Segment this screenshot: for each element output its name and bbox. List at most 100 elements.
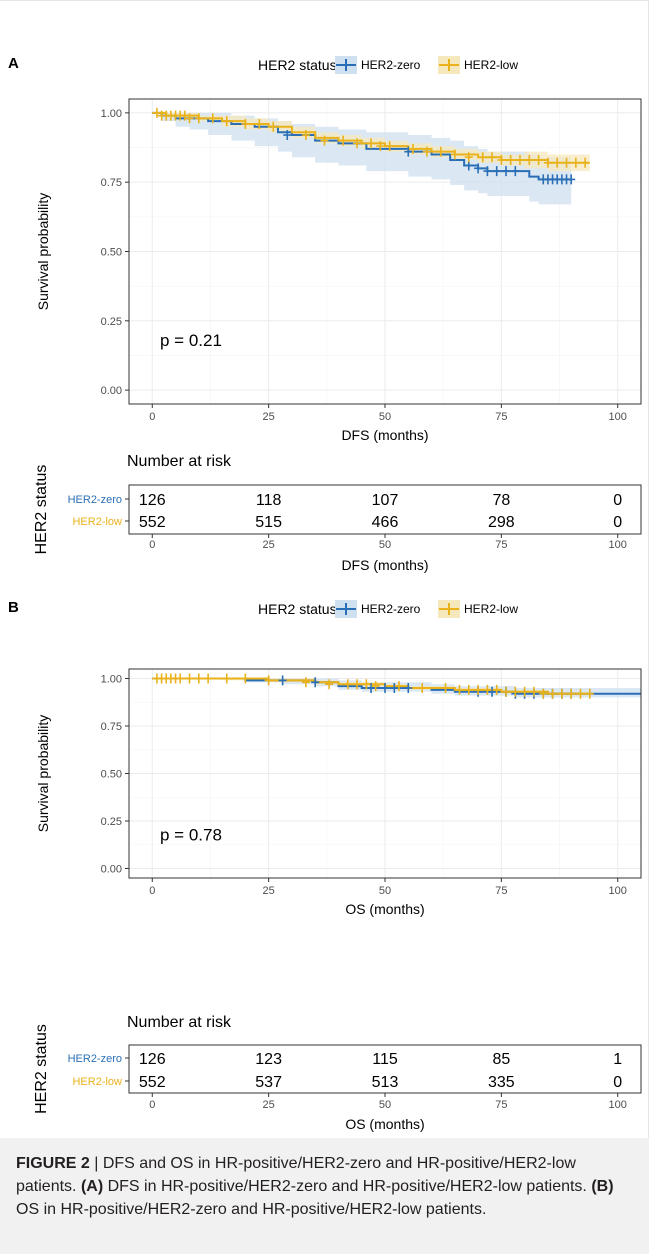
y-axis-title: Survival probability <box>35 715 51 833</box>
risk-count: 85 <box>492 1051 510 1068</box>
risk-count: 513 <box>372 1074 399 1091</box>
risk-x-tick-label: 75 <box>495 539 507 551</box>
censor-mark <box>194 673 203 684</box>
censor-mark <box>176 673 185 684</box>
risk-x-tick-label: 0 <box>149 1099 155 1111</box>
censor-mark <box>567 688 576 699</box>
risk-count: 0 <box>613 514 622 531</box>
risk-x-tick-label: 25 <box>263 539 275 551</box>
caption-figure-label: FIGURE 2 <box>16 1155 90 1172</box>
censor-mark <box>436 146 445 157</box>
risk-count: 515 <box>255 514 282 531</box>
censor-mark <box>390 683 399 693</box>
censor-mark <box>450 149 459 160</box>
censor-mark <box>515 155 524 165</box>
censor-mark <box>320 135 329 146</box>
y-tick-label: 0.00 <box>101 864 122 876</box>
plot-content <box>152 107 590 205</box>
censor-mark <box>557 688 566 699</box>
x-axis-title: OS (months) <box>345 901 424 917</box>
risk-count: 466 <box>372 514 399 531</box>
caption-box <box>0 1138 649 1254</box>
risk-x-tick-label: 50 <box>379 1099 391 1111</box>
caption-lead: DFS and OS in HR-positive/HER2-zero and … <box>16 1155 576 1195</box>
y-tick-label: 0.25 <box>101 816 122 828</box>
censor-mark <box>483 684 492 695</box>
censor-mark <box>418 683 427 693</box>
risk-count: 552 <box>139 1074 166 1091</box>
x-tick-label: 50 <box>379 885 391 897</box>
censor-mark <box>525 155 534 165</box>
censor-mark <box>152 107 161 118</box>
risk-x-tick-label: 100 <box>609 539 627 551</box>
censor-mark <box>278 675 287 686</box>
censor-mark <box>353 138 362 149</box>
caption-a-label: (A) <box>80 1178 104 1195</box>
legend-label-her2-low: HER2-low <box>464 58 518 72</box>
top-rule <box>0 0 649 1</box>
risk-count: 115 <box>372 1051 398 1068</box>
risk-count: 1 <box>613 1051 622 1068</box>
censor-mark <box>180 110 189 121</box>
censor-mark <box>492 166 501 177</box>
censor-mark <box>264 675 273 686</box>
censor-mark <box>362 679 371 690</box>
risk-count: 298 <box>488 514 515 531</box>
censor-mark <box>488 152 497 163</box>
caption-a-text: DFS in HR-positive/HER2-zero and HR-posi… <box>103 1178 592 1195</box>
censor-mark <box>455 684 464 695</box>
risk-row-label-her2-low: HER2-low <box>72 1076 122 1088</box>
risk-count: 107 <box>372 492 399 509</box>
censor-mark <box>497 155 506 165</box>
censor-mark <box>571 157 580 168</box>
censor-mark <box>222 673 231 684</box>
x-tick-label: 100 <box>609 411 627 423</box>
risk-x-tick-label: 0 <box>149 539 155 551</box>
legend-title: HER2 status <box>258 57 337 73</box>
censor-mark <box>241 118 250 129</box>
censor-mark <box>325 679 334 690</box>
censor-mark <box>483 166 492 177</box>
risk-count: 126 <box>139 492 166 509</box>
risk-count: 335 <box>488 1074 515 1091</box>
p-value-label: p = 0.21 <box>160 331 222 350</box>
figure-canvas: A HER2 status HER2-zero HER2-low 0.00 0.25 0.5… <box>8 55 642 1132</box>
censor-mark <box>241 673 250 684</box>
x-tick-label: 75 <box>495 411 507 423</box>
censor-mark <box>311 677 320 688</box>
legend-label-her2-zero: HER2-zero <box>361 58 421 72</box>
y-tick-label: 0.75 <box>101 177 122 189</box>
caption-separator: | <box>89 1155 103 1172</box>
x-tick-label: 25 <box>263 411 275 423</box>
censor-mark <box>301 130 310 141</box>
panel-label: B <box>8 599 19 616</box>
risk-x-tick-label: 100 <box>609 1099 627 1111</box>
censor-mark <box>204 673 213 684</box>
x-tick-label: 0 <box>149 885 155 897</box>
censor-mark <box>404 683 413 693</box>
legend-label-her2-zero: HER2-zero <box>361 602 421 616</box>
risk-count: 552 <box>139 514 166 531</box>
censor-mark <box>255 118 264 129</box>
censor-mark <box>553 157 562 168</box>
risk-table-title: Number at risk <box>127 1014 232 1031</box>
x-tick-label: 100 <box>609 885 627 897</box>
censor-mark <box>185 113 194 124</box>
caption-b-label: (B) <box>591 1178 614 1195</box>
censor-mark <box>529 686 538 697</box>
censor-mark <box>488 686 497 697</box>
legend-label-her2-low: HER2-low <box>464 602 518 616</box>
ci-band-her2-zero <box>152 112 572 205</box>
y-tick-label: 0.75 <box>101 721 122 733</box>
censor-mark <box>567 174 576 185</box>
censor-mark <box>506 155 515 165</box>
x-tick-label: 25 <box>263 885 275 897</box>
censor-mark <box>511 686 520 697</box>
censor-mark <box>539 688 548 699</box>
panel-a: A HER2 status HER2-zero HER2-low 0.00 0.25 0.5… <box>8 55 642 573</box>
censor-mark <box>422 146 431 157</box>
censor-mark <box>222 116 231 127</box>
y-axis-title: Survival probability <box>35 193 51 311</box>
censor-mark <box>502 166 511 177</box>
censor-mark <box>367 683 376 693</box>
